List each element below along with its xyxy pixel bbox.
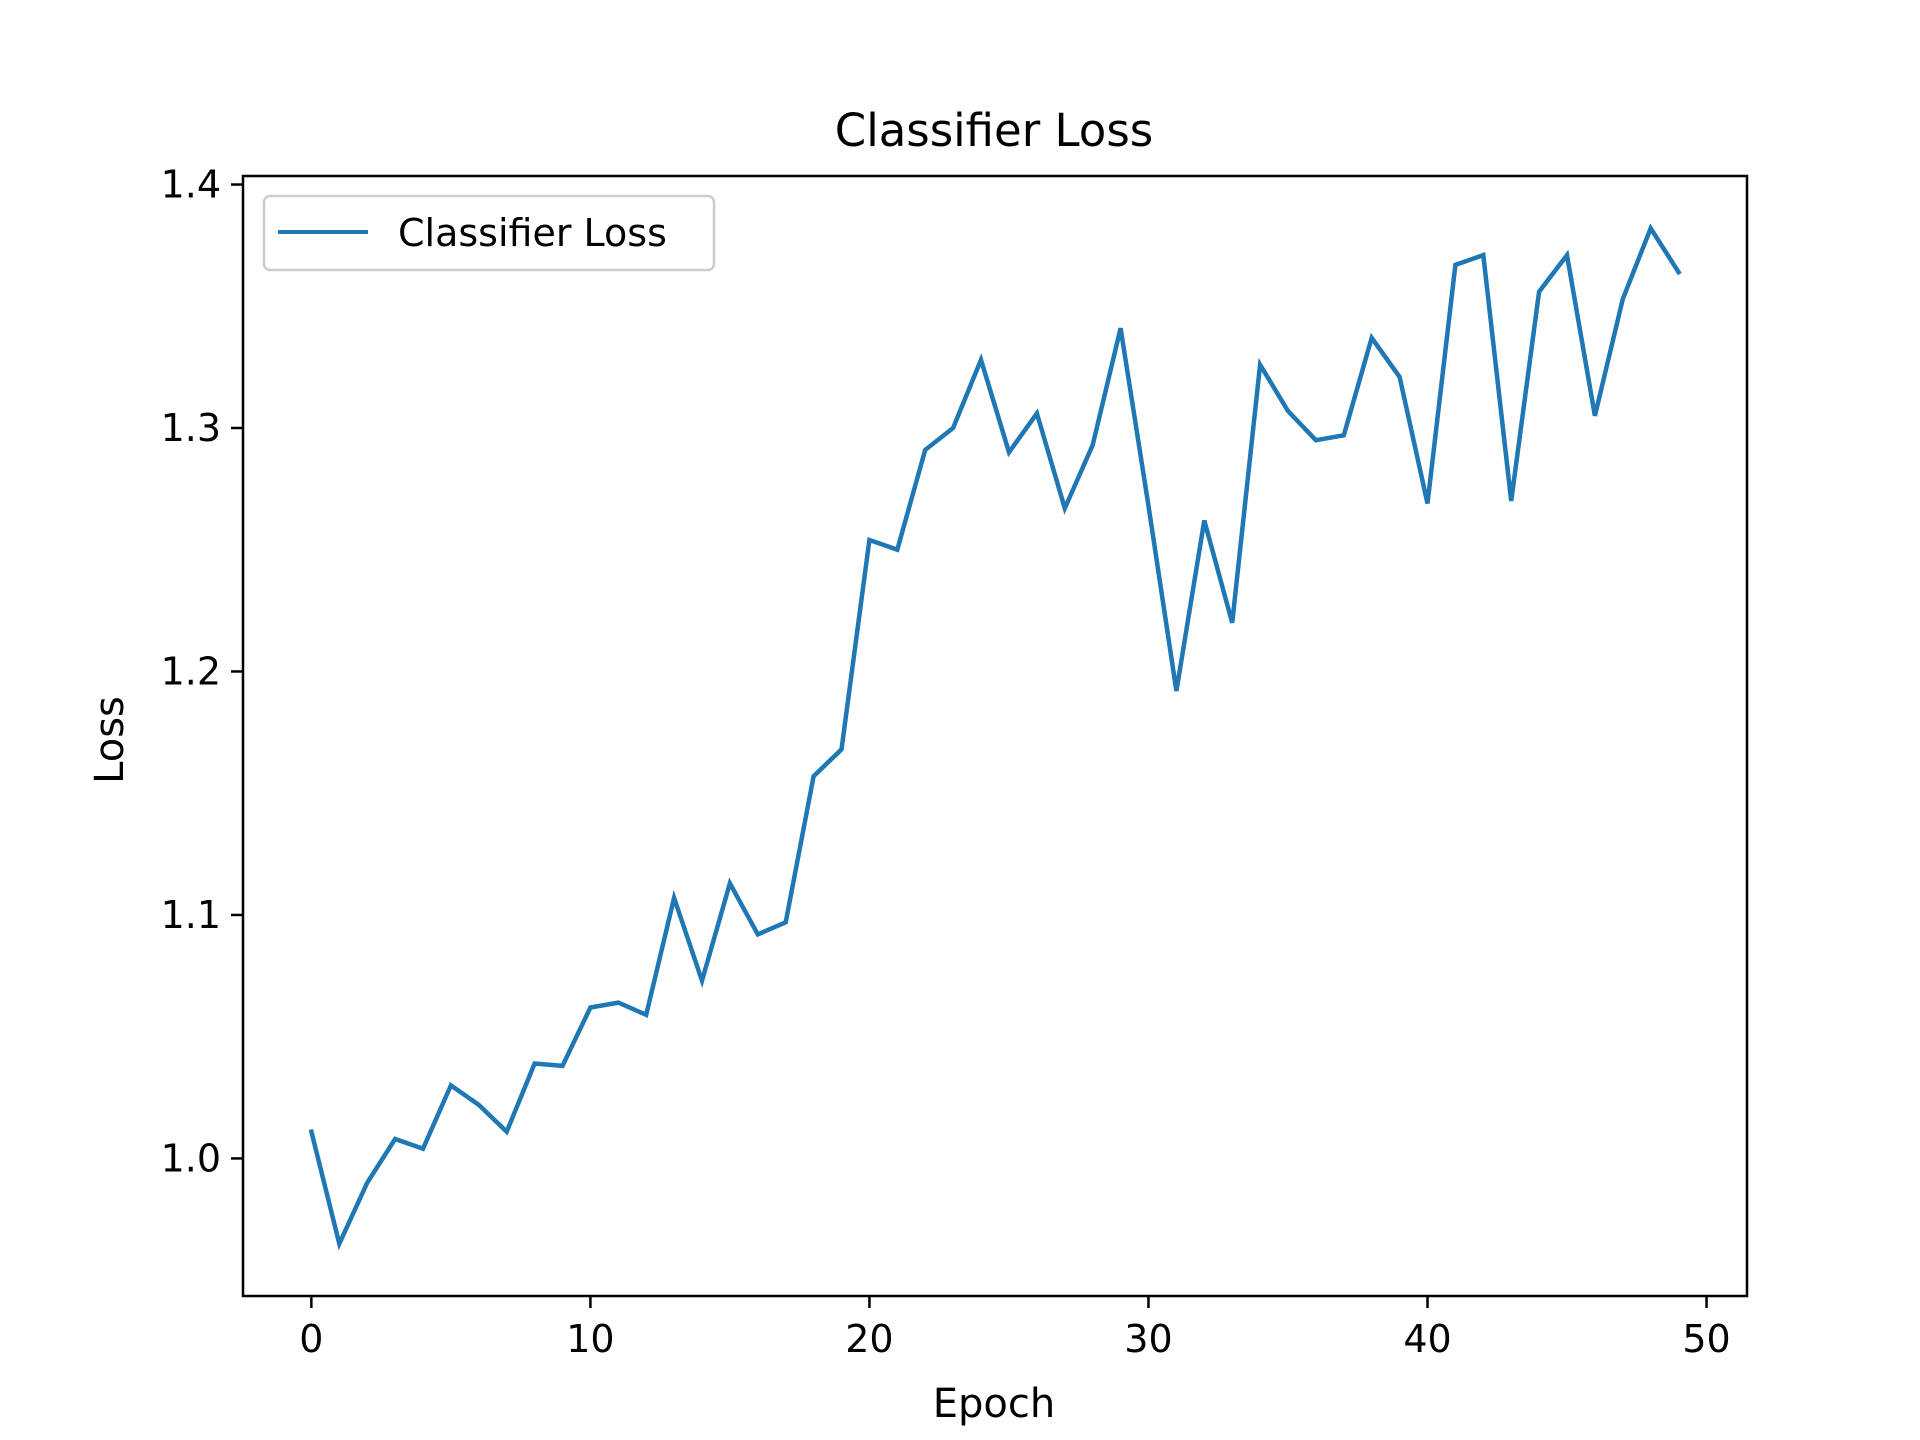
x-tick-label: 0 (299, 1317, 323, 1361)
x-tick-label: 30 (1124, 1317, 1172, 1361)
legend-label: Classifier Loss (398, 211, 667, 255)
y-tick-label: 1.1 (161, 893, 221, 937)
x-tick-label: 20 (845, 1317, 893, 1361)
series-line-0 (308, 223, 1682, 1251)
y-tick-label: 1.3 (161, 406, 221, 450)
legend-box (262, 194, 716, 272)
y-tick-label: 1.4 (161, 163, 221, 207)
y-tick-label: 1.2 (161, 649, 221, 693)
y-axis-label: Loss (87, 696, 133, 784)
plot-area (308, 223, 1682, 1251)
x-tick-label: 40 (1403, 1317, 1451, 1361)
chart-title: Classifier Loss (835, 104, 1153, 157)
x-tick-label: 50 (1682, 1317, 1730, 1361)
y-axis: 1.0 1.1 1.2 1.3 1.4 (161, 163, 243, 1180)
y-tick-label: 1.0 (161, 1136, 221, 1180)
x-tick-label: 10 (566, 1317, 614, 1361)
x-axis: 0 10 20 30 40 50 (299, 1296, 1731, 1361)
axes-frame (241, 174, 1749, 1298)
x-axis-label: Epoch (933, 1381, 1055, 1427)
legend: Classifier Loss (262, 194, 716, 272)
